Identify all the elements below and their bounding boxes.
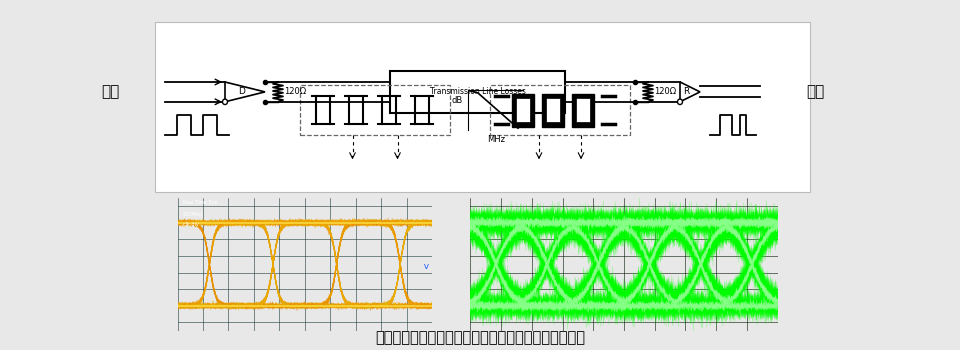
Text: 長距離・高速になればなるほど、信号がつぶれていく: 長距離・高速になればなるほど、信号がつぶれていく <box>375 330 585 345</box>
Polygon shape <box>225 82 265 102</box>
Bar <box>516 98 530 122</box>
Circle shape <box>678 99 683 105</box>
Text: clk div: clk div <box>182 222 199 227</box>
Bar <box>490 85 630 135</box>
Bar <box>576 98 590 122</box>
Text: D: D <box>239 88 246 96</box>
Text: 120Ω: 120Ω <box>654 88 676 96</box>
Text: V: V <box>424 264 429 270</box>
Bar <box>542 93 564 127</box>
Bar <box>390 71 565 113</box>
Text: Transmission Line Losses: Transmission Line Losses <box>429 88 525 96</box>
Bar <box>155 21 810 192</box>
Text: dB: dB <box>452 96 464 105</box>
Text: 120Ω: 120Ω <box>284 88 306 96</box>
Bar <box>512 93 534 127</box>
Text: MHz: MHz <box>487 135 505 144</box>
Text: 500Mb/s: 500Mb/s <box>182 211 204 216</box>
Bar <box>300 85 450 135</box>
Text: 受信: 受信 <box>805 84 824 99</box>
Bar <box>546 98 560 122</box>
Polygon shape <box>680 82 700 102</box>
Text: 送信: 送信 <box>101 84 119 99</box>
Bar <box>572 93 594 127</box>
Text: R: R <box>683 88 689 96</box>
Circle shape <box>223 99 228 105</box>
Text: Real Time Eye: Real Time Eye <box>182 201 217 205</box>
